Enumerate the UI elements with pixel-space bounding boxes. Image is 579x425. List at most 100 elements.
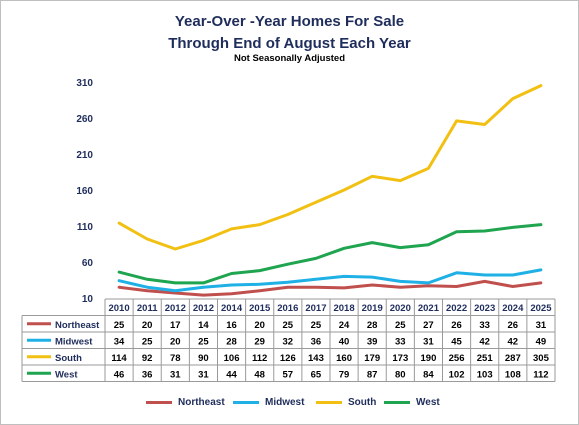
data-label: 45 — [451, 336, 462, 347]
data-label: 126 — [280, 353, 296, 364]
data-label: 179 — [364, 353, 380, 364]
data-label: 25 — [198, 336, 209, 347]
data-label: 31 — [423, 336, 434, 347]
data-label: 36 — [311, 336, 322, 347]
data-label: 32 — [283, 336, 294, 347]
legend-item-west: West — [384, 397, 440, 408]
x-tick-label: 2024 — [502, 303, 524, 314]
data-label: 36 — [142, 369, 153, 380]
data-label: 20 — [142, 320, 153, 331]
y-tick-label: 60 — [82, 258, 94, 269]
data-label: 84 — [423, 369, 434, 380]
y-tick-label: 310 — [76, 78, 93, 89]
x-tick-label: 2019 — [362, 303, 383, 314]
x-tick-label: 2023 — [474, 303, 495, 314]
data-label: 108 — [505, 369, 521, 380]
data-label: 31 — [170, 369, 181, 380]
data-label: 33 — [395, 336, 406, 347]
y-tick-label: 210 — [76, 150, 93, 161]
y-tick-label: 10 — [82, 294, 94, 305]
data-label: 25 — [311, 320, 322, 331]
data-label: 102 — [449, 369, 465, 380]
chart-note: Not Seasonally Adjusted — [233, 53, 346, 64]
series-line-south — [117, 84, 543, 251]
data-label: 26 — [451, 320, 462, 331]
data-label: 46 — [114, 369, 125, 380]
x-tick-label: 2016 — [277, 303, 298, 314]
data-label: 106 — [224, 353, 240, 364]
data-label: 42 — [508, 336, 519, 347]
legend-label: Northeast — [178, 397, 225, 408]
data-label: 79 — [339, 369, 350, 380]
data-label: 49 — [536, 336, 547, 347]
data-label: 160 — [336, 353, 352, 364]
x-tick-label: 2012 — [193, 303, 214, 314]
data-label: 305 — [533, 353, 550, 364]
data-label: 103 — [477, 369, 493, 380]
legend-swatch — [384, 401, 410, 404]
chart-title: Year-Over -Year Homes For Sale — [174, 13, 405, 30]
x-tick-label: 2022 — [446, 303, 467, 314]
x-tick-label: 2011 — [137, 303, 158, 314]
legend-label: South — [348, 397, 377, 408]
data-label: 29 — [254, 336, 265, 347]
data-label: 40 — [339, 336, 350, 347]
data-label: 65 — [311, 369, 322, 380]
legend-item-south: South — [316, 397, 376, 408]
legend-swatch — [316, 401, 342, 404]
data-label: 173 — [392, 353, 408, 364]
series-line-midwest — [117, 268, 543, 293]
data-label: 114 — [111, 353, 127, 364]
legend-label: Midwest — [265, 397, 305, 408]
y-tick-label: 110 — [77, 222, 94, 233]
data-label: 17 — [170, 320, 181, 331]
data-label: 92 — [142, 353, 153, 364]
table-series-name: Northeast — [55, 320, 100, 331]
x-tick-label: 2014 — [221, 303, 243, 314]
data-label: 20 — [254, 320, 265, 331]
data-label: 78 — [170, 353, 181, 364]
table-series-name: South — [55, 353, 82, 364]
data-label: 27 — [423, 320, 434, 331]
data-label: 33 — [479, 320, 490, 331]
data-label: 39 — [367, 336, 378, 347]
data-label: 25 — [283, 320, 294, 331]
data-label: 48 — [254, 369, 265, 380]
y-tick-label: 260 — [76, 114, 93, 125]
series-line-west — [117, 223, 543, 285]
data-label: 28 — [367, 320, 378, 331]
data-label: 20 — [170, 336, 181, 347]
data-label: 24 — [339, 320, 350, 331]
data-label: 57 — [283, 369, 294, 380]
data-label: 31 — [536, 320, 547, 331]
data-label: 16 — [226, 320, 237, 331]
x-tick-label: 2017 — [305, 303, 326, 314]
data-label: 14 — [198, 320, 209, 331]
x-tick-label: 2018 — [333, 303, 354, 314]
data-label: 34 — [114, 336, 125, 347]
legend-label: West — [416, 397, 440, 408]
data-label: 112 — [533, 369, 548, 380]
data-label: 287 — [505, 353, 521, 364]
data-label: 190 — [421, 353, 437, 364]
x-tick-label: 2020 — [390, 303, 411, 314]
data-label: 28 — [226, 336, 237, 347]
data-label: 25 — [395, 320, 406, 331]
table-series-name: Midwest — [55, 336, 93, 347]
x-tick-label: 2025 — [530, 303, 552, 314]
chart-subtitle: Through End of August Each Year — [168, 35, 411, 52]
data-label: 87 — [367, 369, 378, 380]
legend-item-northeast: Northeast — [146, 397, 225, 408]
y-tick-label: 160 — [76, 186, 93, 197]
x-tick-label: 2021 — [418, 303, 440, 314]
data-label: 251 — [477, 353, 494, 364]
data-label: 25 — [142, 336, 153, 347]
legend-item-midwest: Midwest — [233, 397, 304, 408]
x-tick-label: 2010 — [108, 303, 129, 314]
table-series-name: West — [55, 369, 78, 380]
data-label: 143 — [308, 353, 324, 364]
data-label: 42 — [479, 336, 490, 347]
legend-swatch — [146, 401, 172, 404]
data-label: 256 — [449, 353, 465, 364]
x-tick-label: 2015 — [249, 303, 271, 314]
